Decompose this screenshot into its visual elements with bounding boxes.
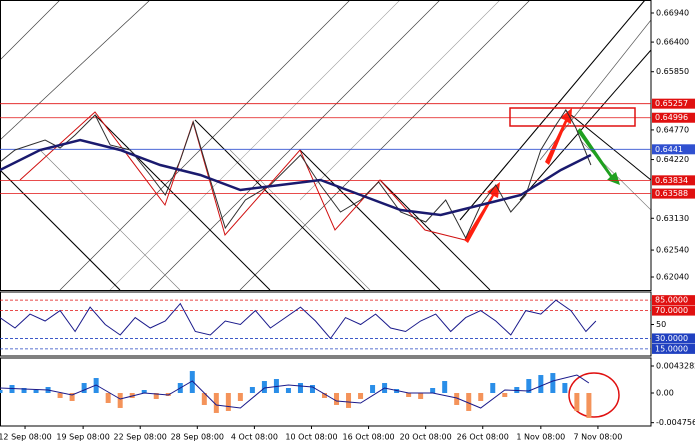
- y-tick-label: -0.0047568: [656, 418, 695, 427]
- histogram-bar: [69, 392, 75, 401]
- x-tick-label: 12 Sep 08:00: [0, 433, 52, 442]
- level-label-box: [652, 343, 695, 354]
- x-tick-label: 7 Nov 08:00: [573, 433, 622, 442]
- histogram-bar: [261, 381, 267, 393]
- histogram-bar: [213, 392, 219, 413]
- histogram-bar: [358, 392, 364, 399]
- level-label: 0.63588: [655, 189, 688, 198]
- histogram-bar: [454, 392, 460, 405]
- level-label: 70.0000: [655, 306, 688, 315]
- level-label-box: [652, 305, 695, 316]
- x-tick-label: 4 Oct 08:00: [231, 433, 278, 442]
- y-tick-label: 0.64220: [656, 155, 689, 164]
- histogram-bar: [309, 385, 315, 393]
- histogram-bar: [201, 392, 207, 405]
- series-line: [0, 138, 592, 217]
- y-tick-label: 0.66940: [656, 8, 689, 17]
- histogram-bar: [430, 388, 436, 393]
- histogram-bar: [153, 392, 159, 399]
- level-label: 0.6441: [655, 145, 683, 154]
- histogram-bar: [105, 392, 111, 403]
- histogram-bar: [225, 392, 231, 411]
- histogram-bar: [0, 390, 3, 393]
- level-label: 0.65257: [655, 99, 688, 108]
- histogram-bar: [117, 392, 123, 408]
- y-tick-label: 0.62540: [656, 246, 689, 255]
- histogram-bar: [334, 392, 340, 405]
- panel-frames: [0, 0, 652, 427]
- x-tick-label: 26 Oct 08:00: [457, 433, 509, 442]
- histogram-bar: [81, 383, 87, 393]
- y-tick-label: 0.62040: [656, 273, 689, 282]
- histogram-bar: [586, 392, 592, 418]
- level-label: 0.63834: [655, 176, 688, 185]
- y-tick-label: 0.64770: [656, 125, 689, 134]
- histogram-bar: [490, 383, 496, 393]
- y-tick-label: 0.66400: [656, 38, 689, 47]
- y-tick-label: 0.00: [656, 388, 674, 397]
- histogram-bar: [526, 379, 532, 393]
- histogram-bar: [21, 388, 27, 393]
- x-tick-label: 20 Oct 08:00: [400, 433, 452, 442]
- x-tick-label: 16 Oct 08:00: [342, 433, 394, 442]
- x-tick-label: 22 Sep 08:00: [114, 433, 167, 442]
- level-label-box: [652, 175, 695, 186]
- level-label-box: [652, 333, 695, 344]
- histogram-bar: [550, 373, 556, 393]
- histogram-bar: [237, 392, 243, 401]
- x-tick-label: 10 Oct 08:00: [285, 433, 337, 442]
- histogram-bar: [33, 390, 39, 393]
- level-label: 30.0000: [655, 334, 688, 343]
- histogram-bar: [346, 392, 352, 408]
- histogram-bar: [406, 392, 412, 397]
- histogram-bar: [141, 390, 147, 393]
- histogram-bar: [538, 375, 544, 393]
- histogram-bar: [249, 387, 255, 393]
- level-label-box: [652, 98, 695, 109]
- series-line: [0, 299, 597, 340]
- level-label-box: [652, 188, 695, 199]
- level-label: 15.0000: [655, 344, 688, 353]
- y-tick-label: 0.63130: [656, 214, 689, 223]
- histogram-bar: [478, 392, 484, 401]
- x-tick-label: 28 Sep 08:00: [171, 433, 224, 442]
- histogram-bar: [370, 385, 376, 393]
- drawing-tools: [0, 0, 652, 418]
- histogram-bar: [442, 381, 448, 393]
- level-label: 85.0000: [655, 296, 688, 305]
- histogram-bar: [466, 392, 472, 411]
- level-label-box: [652, 144, 695, 155]
- histogram-bar: [321, 392, 327, 398]
- series-line: [0, 374, 590, 409]
- histogram-bar: [189, 371, 195, 393]
- x-tick-label: 19 Sep 08:00: [56, 433, 109, 442]
- x-tick-label: 1 Nov 08:00: [516, 433, 565, 442]
- histogram-bar: [9, 385, 15, 393]
- series-line: [0, 109, 592, 240]
- histogram-bar: [562, 383, 568, 393]
- histogram-bar: [574, 392, 580, 411]
- histogram-bar: [418, 392, 424, 399]
- y-tick-label: 0.0043282: [656, 361, 695, 370]
- histogram-bar: [297, 383, 303, 393]
- level-label-box: [652, 112, 695, 123]
- y-tick-label: 50: [656, 320, 666, 329]
- histogram-bar: [285, 388, 291, 393]
- level-label: 0.64996: [655, 113, 688, 122]
- level-label-box: [652, 295, 695, 306]
- y-tick-label: 0.65850: [656, 67, 689, 76]
- histogram-bar: [502, 392, 508, 397]
- histogram-bar: [57, 392, 63, 398]
